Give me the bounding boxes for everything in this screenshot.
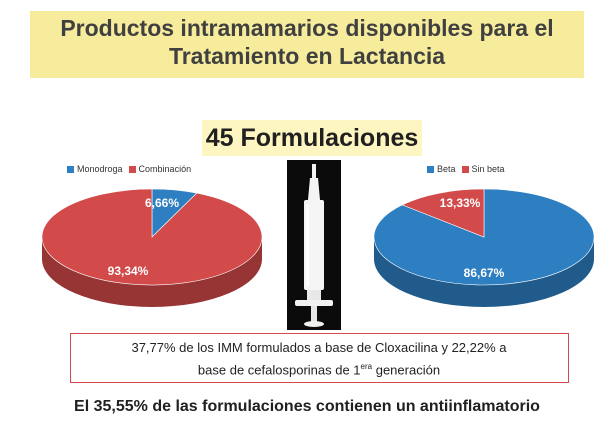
note-text: 37,77% de los IMM formulados a base de C… <box>78 338 560 379</box>
pie-label-combinacion: 93,34% <box>108 264 149 278</box>
pie-side-wall <box>42 237 262 307</box>
pie-side-wall <box>374 237 594 307</box>
note-box <box>70 333 569 383</box>
subtitle: 45 Formulaciones <box>205 124 419 152</box>
legend-label-beta: Beta <box>437 164 456 174</box>
note-line-2-pre: base de cefalosporinas de 1 <box>197 362 361 378</box>
syringe-image <box>287 160 341 330</box>
legend-right: Beta Sin beta <box>427 164 511 174</box>
note-line-2-sup: era <box>360 362 373 371</box>
title-line-2: Tratamiento en Lactancia <box>168 43 446 69</box>
title-line-1: Productos intramamarios disponibles para… <box>60 15 554 41</box>
note-line-2: base de cefalosporinas de 1era generació… <box>78 357 560 379</box>
pie-label-beta: 86,67% <box>464 266 505 280</box>
legend-label-sin-beta: Sin beta <box>471 164 505 174</box>
pie-slice-sin-beta <box>401 188 485 238</box>
pie-chart-left: 6,66% 93,34% <box>41 188 263 307</box>
legend-swatch-combinacion <box>128 165 136 173</box>
legend-item-combinacion: Combinación <box>128 164 192 174</box>
note-line-1: 37,77% de los IMM formulados a base de C… <box>131 340 507 355</box>
title-band <box>30 11 584 78</box>
legend-swatch-beta <box>427 165 434 173</box>
legend-left: Monodroga Combinación <box>67 164 197 174</box>
legend-item-monodroga: Monodroga <box>67 164 123 174</box>
page-title: Productos intramamarios disponibles para… <box>30 14 584 70</box>
pie-slice-combinacion <box>41 188 263 286</box>
pie-chart-right: 86,67% 13,33% <box>373 188 595 307</box>
pie-label-sin-beta: 13,33% <box>440 196 481 210</box>
footer-text: El 35,55% de las formulaciones contienen… <box>74 398 540 415</box>
legend-swatch-sin-beta <box>461 165 469 173</box>
legend-item-sin-beta: Sin beta <box>461 164 505 174</box>
legend-swatch-monodroga <box>67 165 74 173</box>
note-line-2-post: generación <box>372 362 441 378</box>
syringe-icon <box>295 164 333 327</box>
subtitle-box <box>202 120 422 156</box>
legend-item-beta: Beta <box>427 164 456 174</box>
legend-label-combinacion: Combinación <box>138 164 192 174</box>
pie-label-monodroga: 6,66% <box>145 196 179 210</box>
legend-label-monodroga: Monodroga <box>77 164 123 174</box>
